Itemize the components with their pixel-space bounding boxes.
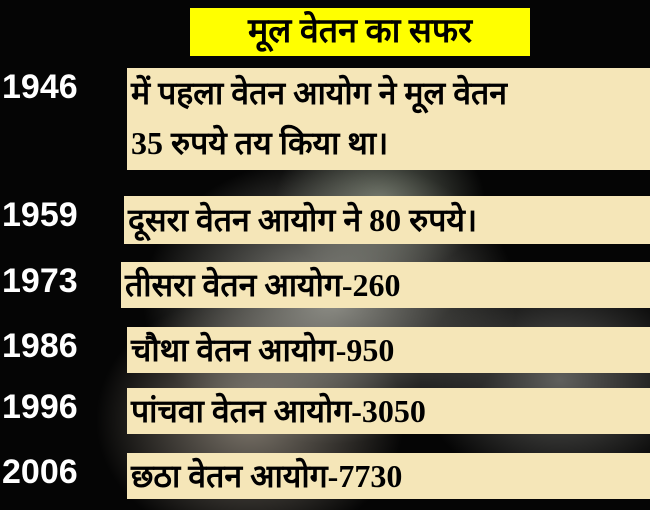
year-1946: 1946 bbox=[2, 68, 78, 106]
entry-text-line: में पहला वेतन आयोग ने मूल वेतन bbox=[131, 75, 508, 111]
year-2006: 2006 bbox=[2, 453, 78, 491]
year-1996: 1996 bbox=[2, 388, 78, 426]
entry-1946-box: में पहला वेतन आयोग ने मूल वेतन 35 रुपये … bbox=[127, 68, 650, 170]
year-1959: 1959 bbox=[2, 196, 78, 234]
entry-1996-box: पांचवा वेतन आयोग-3050 bbox=[127, 388, 650, 434]
entry-text: छठा वेतन आयोग-7730 bbox=[131, 458, 403, 494]
entry-1973-box: तीसरा वेतन आयोग-260 bbox=[121, 262, 650, 308]
entry-text: तीसरा वेतन आयोग-260 bbox=[125, 267, 401, 303]
entry-1986-box: चौथा वेतन आयोग-950 bbox=[127, 327, 650, 373]
entry-text: चौथा वेतन आयोग-950 bbox=[131, 332, 395, 368]
year-1973: 1973 bbox=[2, 262, 78, 300]
entry-1959-box: दूसरा वेतन आयोग ने 80 रुपये। bbox=[124, 196, 650, 244]
page-title: मूल वेतन का सफर bbox=[190, 8, 530, 56]
entry-text-line: 35 रुपये तय किया था। bbox=[131, 125, 389, 161]
entry-text: पांचवा वेतन आयोग-3050 bbox=[131, 393, 426, 429]
entry-2006-box: छठा वेतन आयोग-7730 bbox=[127, 453, 650, 499]
entry-text: दूसरा वेतन आयोग ने 80 रुपये। bbox=[128, 202, 478, 238]
year-1986: 1986 bbox=[2, 327, 78, 365]
